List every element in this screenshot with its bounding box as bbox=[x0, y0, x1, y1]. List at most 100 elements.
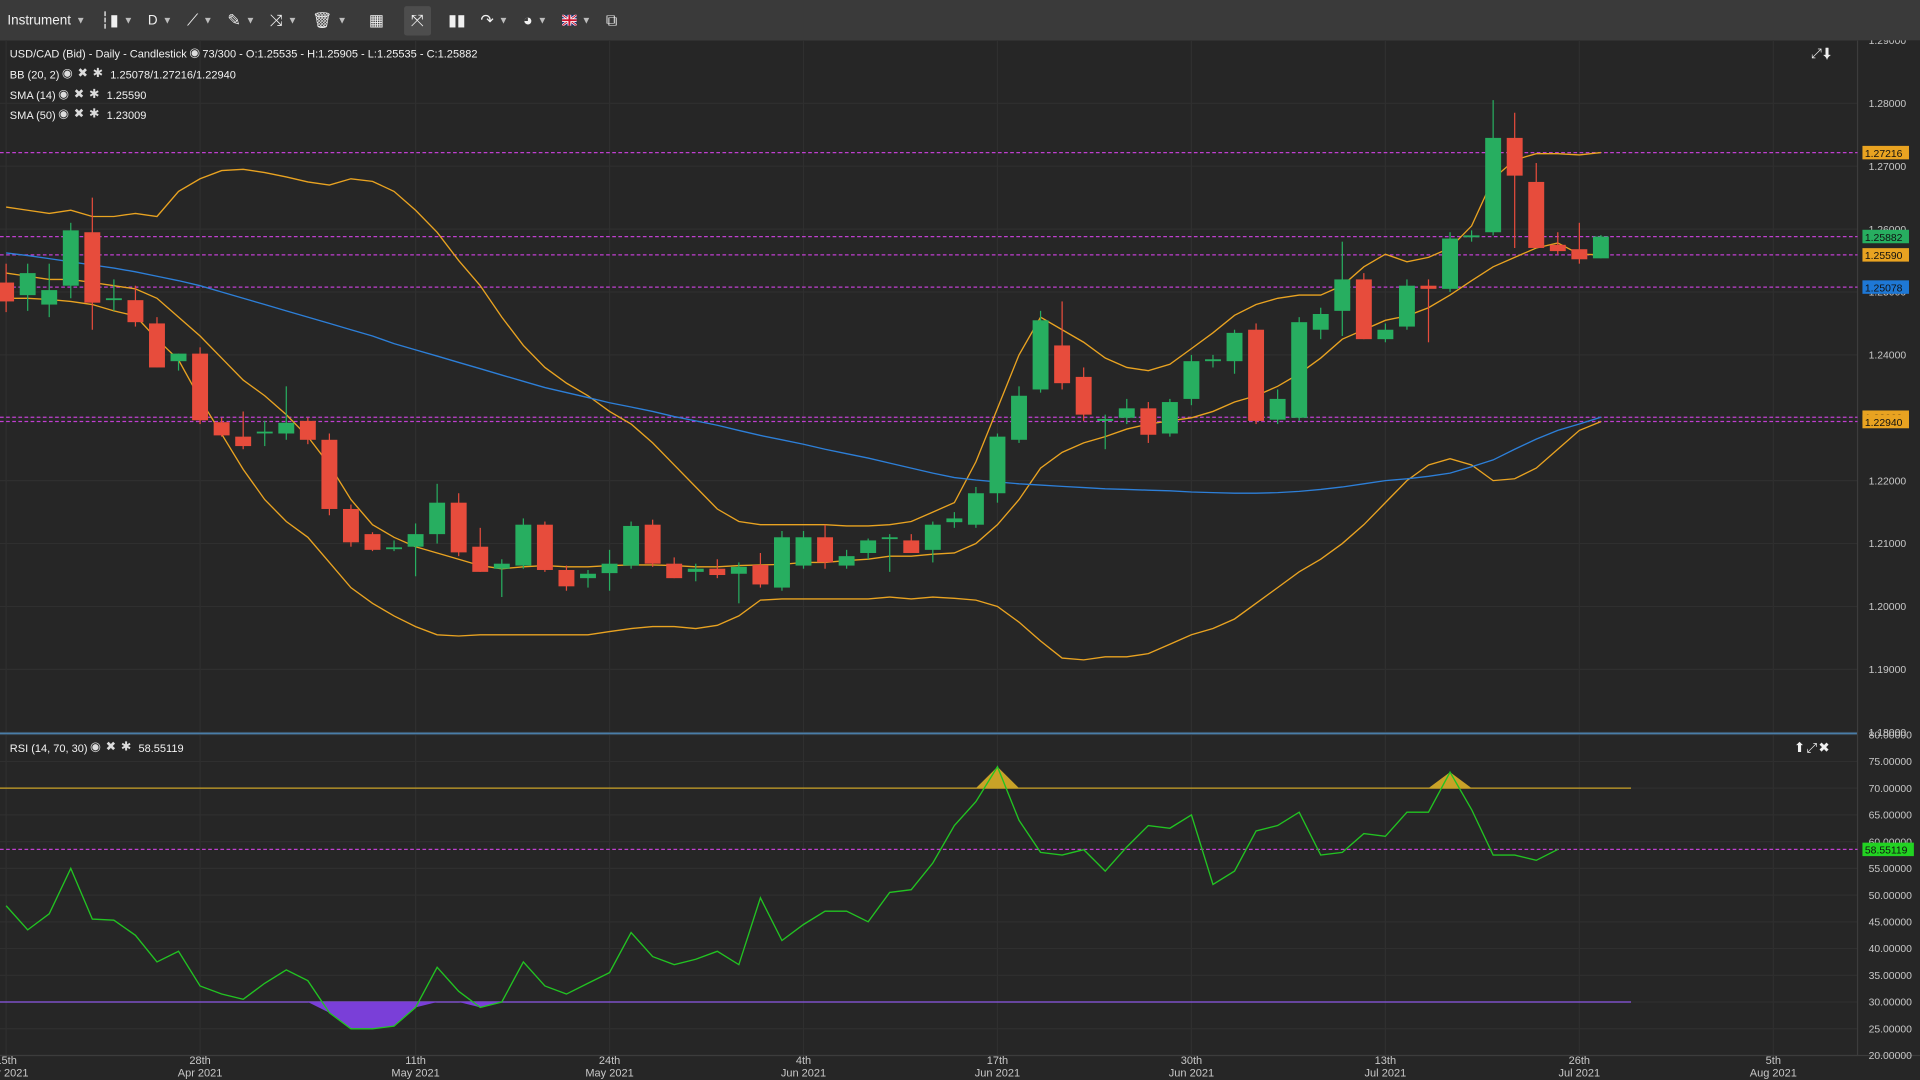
candle-body bbox=[1075, 376, 1092, 415]
chevron-down-icon: ▼ bbox=[337, 14, 347, 26]
trash-icon: 🗑 bbox=[312, 11, 333, 30]
candle-body bbox=[687, 568, 704, 572]
gear-icon[interactable]: ✱ bbox=[92, 67, 103, 81]
candle bbox=[687, 563, 704, 582]
candle bbox=[170, 353, 187, 371]
candle-body bbox=[472, 546, 489, 572]
candle-body bbox=[1420, 285, 1437, 289]
layout-button[interactable]: ▦ bbox=[362, 0, 392, 40]
candle bbox=[1420, 279, 1437, 343]
maximize-icon[interactable]: ⤢ bbox=[1811, 46, 1824, 62]
new-window-icon: ⧉ bbox=[605, 11, 618, 30]
delete-button[interactable]: 🗑 ▼ bbox=[305, 0, 355, 40]
price-badge-label: 1.25882 bbox=[1865, 233, 1903, 244]
rsi-oversold-fill bbox=[307, 1002, 438, 1029]
eye-icon[interactable]: ◉ bbox=[58, 107, 69, 122]
candle-body bbox=[1592, 236, 1609, 259]
fullscreen-button[interactable]: ⤧ bbox=[403, 5, 432, 35]
candle-body bbox=[774, 537, 790, 588]
candlestick-icon: ┆▮ bbox=[100, 11, 119, 30]
instrument-selector[interactable]: Instrument ▼ bbox=[0, 0, 93, 40]
candle-body bbox=[623, 525, 640, 566]
gear-icon[interactable]: ✱ bbox=[88, 88, 100, 102]
candle bbox=[62, 222, 79, 299]
legend-sma14: SMA (14) ◉ ✖ ✱ 1.25590 bbox=[10, 88, 147, 101]
close-icon[interactable]: ✖ bbox=[105, 740, 116, 755]
price-badge bbox=[1862, 248, 1909, 262]
candle bbox=[860, 538, 877, 560]
date-tick-month: May 2021 bbox=[391, 1067, 439, 1079]
legend-rsi: RSI (14, 70, 30) ◉ ✖ ✱ 58.55119 bbox=[10, 741, 184, 754]
candle bbox=[752, 552, 769, 588]
candle-body bbox=[860, 540, 877, 553]
close-icon[interactable]: ✖ bbox=[77, 67, 88, 81]
candle bbox=[1118, 398, 1135, 425]
price-badge bbox=[1862, 280, 1909, 294]
main-pane-controls: ⤢⬇ bbox=[1811, 47, 1833, 63]
ruler-button[interactable]: ✎ ▼ bbox=[220, 0, 263, 40]
close-icon[interactable]: ✖ bbox=[73, 107, 85, 122]
gear-icon[interactable]: ✱ bbox=[88, 107, 100, 122]
draw-line-button[interactable]: ⟋ ▼ bbox=[180, 0, 220, 40]
gear-icon[interactable]: ✱ bbox=[120, 740, 132, 755]
chart-type-button[interactable]: ┆▮ ▼ bbox=[93, 0, 141, 40]
draw-line-icon: ⟋ bbox=[186, 11, 199, 30]
bar-chart-button[interactable]: ▮▮ bbox=[441, 0, 473, 40]
move-down-icon[interactable]: ⬇ bbox=[1823, 46, 1833, 62]
candle-body bbox=[1032, 320, 1049, 390]
timeframe-selector[interactable]: D ▼ bbox=[141, 0, 180, 40]
price-chart[interactable]: 1.290001.280001.270001.260001.250001.240… bbox=[0, 40, 1920, 1080]
price-badge bbox=[1862, 145, 1909, 160]
candle bbox=[795, 530, 812, 569]
price-tick-label: 1.28000 bbox=[1869, 99, 1907, 110]
legend-bollinger: BB (20, 2) ◉ ✖ ✱ 1.25078/1.27216/1.22940 bbox=[10, 67, 236, 80]
candle-body bbox=[62, 230, 79, 286]
new-window-button[interactable]: ⧉ bbox=[599, 0, 625, 40]
candle-body bbox=[256, 431, 273, 434]
chevron-down-icon: ▼ bbox=[581, 14, 592, 26]
candle bbox=[364, 532, 381, 552]
candle bbox=[407, 523, 424, 577]
price-badge bbox=[1862, 414, 1909, 429]
eye-icon[interactable]: ◉ bbox=[58, 88, 69, 102]
candle-body bbox=[213, 422, 230, 436]
eye-icon[interactable]: ◉ bbox=[90, 740, 101, 755]
sma50-value: 1.23009 bbox=[106, 108, 147, 121]
close-icon[interactable]: ✖ bbox=[73, 88, 85, 102]
candle-body bbox=[644, 524, 661, 564]
rsi-tick-label: 20.00000 bbox=[1869, 1051, 1913, 1062]
candle bbox=[1161, 398, 1178, 437]
candle bbox=[472, 527, 489, 572]
candle-body bbox=[342, 508, 359, 543]
candle-body bbox=[149, 323, 165, 368]
price-tick-label: 1.18000 bbox=[1869, 728, 1907, 739]
candle-body bbox=[1269, 398, 1286, 420]
candle bbox=[903, 534, 920, 553]
chevron-down-icon: ▼ bbox=[245, 14, 256, 26]
date-tick-month: May 2021 bbox=[585, 1067, 633, 1079]
rsi-tick-label: 45.00000 bbox=[1869, 918, 1913, 929]
candle-body bbox=[1398, 285, 1415, 327]
sma50-label: SMA (50) bbox=[9, 108, 56, 121]
candle bbox=[1377, 323, 1394, 343]
indicators-button[interactable]: ⤨ ▼ bbox=[263, 0, 305, 40]
move-up-icon[interactable]: ⬆ bbox=[1793, 740, 1807, 756]
date-tick-day: 17th bbox=[987, 1055, 1008, 1067]
rsi-pane-controls: ⬆⤢✖ bbox=[1794, 740, 1831, 757]
date-tick-day: 5th bbox=[1766, 1055, 1781, 1067]
language-button[interactable]: ▼ bbox=[555, 0, 599, 40]
candle bbox=[1506, 112, 1523, 248]
candle-body bbox=[752, 564, 769, 585]
palette-icon: ◕ bbox=[523, 11, 533, 30]
close-icon[interactable]: ✖ bbox=[1818, 740, 1831, 756]
eye-icon[interactable]: ◉ bbox=[61, 67, 73, 81]
price-tick-label: 1.22000 bbox=[1869, 476, 1907, 487]
maximize-icon[interactable]: ⤢ bbox=[1806, 740, 1819, 756]
candle bbox=[881, 534, 898, 572]
candle-body bbox=[1183, 361, 1200, 399]
share-button[interactable]: ↷ ▼ bbox=[473, 0, 516, 40]
candle bbox=[1248, 323, 1265, 425]
price-badge bbox=[1862, 229, 1909, 244]
theme-button[interactable]: ◕ ▼ bbox=[516, 0, 555, 40]
eye-icon[interactable]: ◉ bbox=[189, 46, 200, 61]
